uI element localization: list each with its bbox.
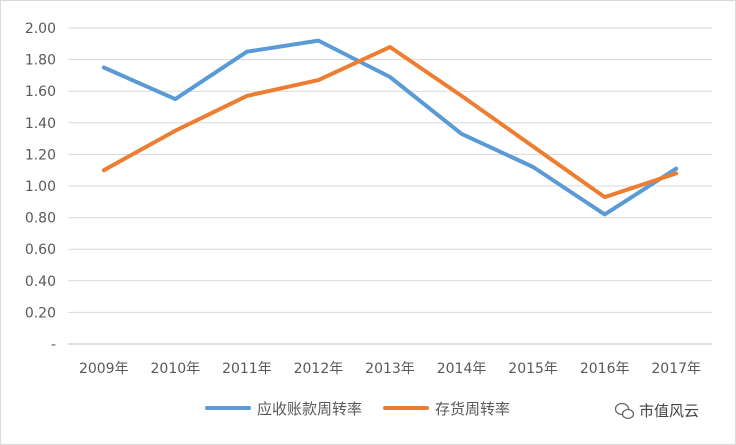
series-lines: [101, 38, 679, 217]
series-line-2: [101, 45, 679, 200]
legend: 应收账款周转率 存货周转率: [205, 400, 510, 418]
x-tick-label: 2016年: [580, 361, 630, 377]
x-tick-label: 2009年: [79, 361, 129, 377]
y-axis-ticks: - 0.20 0.40 0.60 0.80 1.00 1.20 1.40 1.60 1.80 2.0…: [25, 21, 56, 353]
y-tick-label: -: [51, 337, 56, 353]
x-tick-label: 2017年: [651, 361, 701, 377]
y-tick-label: 1.40: [25, 116, 56, 132]
y-tick-label: 0.60: [25, 242, 56, 258]
y-tick-label: 0.80: [25, 211, 56, 227]
y-tick-label: 1.80: [25, 53, 56, 69]
x-tick-label: 2015年: [508, 361, 558, 377]
legend-label-1: 应收账款周转率: [257, 400, 362, 418]
watermark-text: 市值风云: [639, 402, 699, 420]
x-tick-label: 2013年: [365, 361, 415, 377]
y-tick-label: 1.20: [25, 147, 56, 163]
watermark: 市值风云: [614, 402, 699, 420]
legend-label-2: 存货周转率: [435, 400, 510, 418]
y-tick-label: 0.40: [25, 274, 56, 290]
x-tick-label: 2011年: [222, 361, 272, 377]
y-tick-label: 1.00: [25, 179, 56, 195]
gridlines: [68, 27, 712, 345]
x-tick-label: 2014年: [437, 361, 487, 377]
x-tick-label: 2012年: [294, 361, 344, 377]
y-tick-label: 0.20: [25, 305, 56, 321]
y-tick-label: 1.60: [25, 84, 56, 100]
x-tick-label: 2010年: [151, 361, 201, 377]
y-tick-label: 2.00: [25, 21, 56, 37]
wechat-icon: [614, 402, 635, 420]
x-axis-ticks: 2009年 2010年 2011年 2012年 2013年 2014年 2015年 2016年…: [79, 361, 701, 377]
